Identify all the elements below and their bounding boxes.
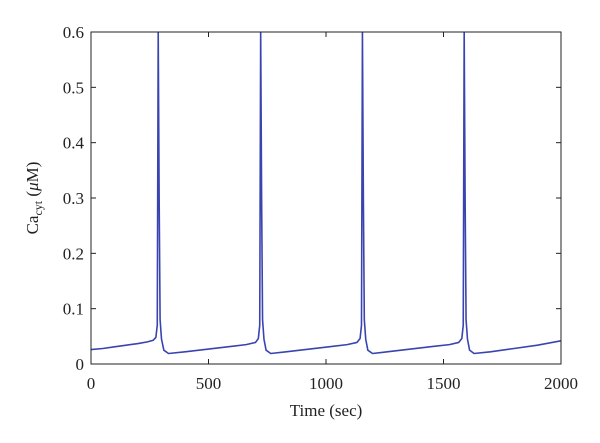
x-tick-label: 1000 xyxy=(309,374,343,393)
y-tick-label: 0.4 xyxy=(63,134,85,153)
y-tick-label: 0.3 xyxy=(63,189,84,208)
x-tick-label: 1500 xyxy=(427,374,461,393)
y-axis-title-main: Ca xyxy=(23,215,42,234)
y-tick-label: 0.5 xyxy=(63,78,84,97)
y-axis-title-unit-open: ( xyxy=(23,191,42,201)
series-line xyxy=(91,32,561,355)
y-tick-label: 0.2 xyxy=(63,244,84,263)
x-tick-label: 500 xyxy=(196,374,222,393)
y-tick-label: 0.6 xyxy=(63,23,84,42)
x-tick-label: 2000 xyxy=(544,374,578,393)
y-axis: 0 0.1 0.2 0.3 0.4 0.5 0.6 xyxy=(63,23,561,374)
x-axis-title: Time (sec) xyxy=(290,401,363,420)
y-tick-label: 0 xyxy=(76,355,85,374)
y-axis-title-unit-rest: M) xyxy=(23,162,42,183)
x-axis: 0 500 1000 1500 2000 xyxy=(87,32,578,393)
y-axis-title-subscript: cyt xyxy=(31,200,45,215)
series-layer xyxy=(91,32,561,355)
y-axis-title-unit-mu: μ xyxy=(23,182,42,192)
y-axis-title: Cacyt (μM) xyxy=(23,162,45,235)
y-tick-label: 0.1 xyxy=(63,300,84,319)
plot-frame xyxy=(90,31,562,365)
x-tick-label: 0 xyxy=(87,374,96,393)
